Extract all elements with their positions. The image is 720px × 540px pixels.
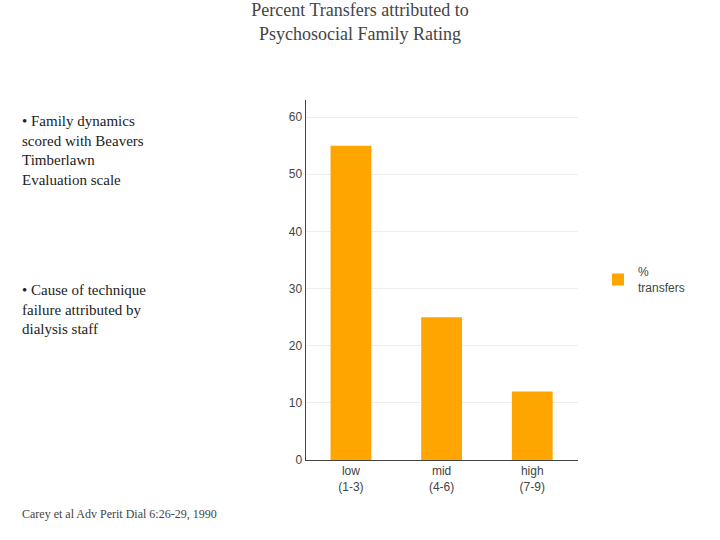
svg-text:Carey et al Adv Perit Dial 6:2: Carey et al Adv Perit Dial 6:26-29, 1990 bbox=[22, 507, 217, 521]
svg-text:10: 10 bbox=[289, 396, 303, 410]
svg-text:60: 60 bbox=[289, 110, 303, 124]
svg-text:0: 0 bbox=[296, 453, 303, 467]
svg-text:%transfers: %transfers bbox=[638, 265, 685, 295]
svg-text:• Family dynamicsscored with B: • Family dynamicsscored with BeaversTimb… bbox=[22, 113, 144, 188]
svg-text:mid(4-6): mid(4-6) bbox=[429, 464, 454, 494]
svg-text:40: 40 bbox=[289, 225, 303, 239]
svg-text:50: 50 bbox=[289, 167, 303, 181]
svg-text:high(7-9): high(7-9) bbox=[520, 464, 545, 494]
svg-text:30: 30 bbox=[289, 282, 303, 296]
svg-text:Percent Transfers attributed t: Percent Transfers attributed toPsychosoc… bbox=[251, 0, 468, 43]
svg-text:• Cause of techniquefailure at: • Cause of techniquefailure attributed b… bbox=[22, 282, 146, 337]
svg-text:20: 20 bbox=[289, 339, 303, 353]
svg-text:low(1-3): low(1-3) bbox=[338, 464, 363, 494]
